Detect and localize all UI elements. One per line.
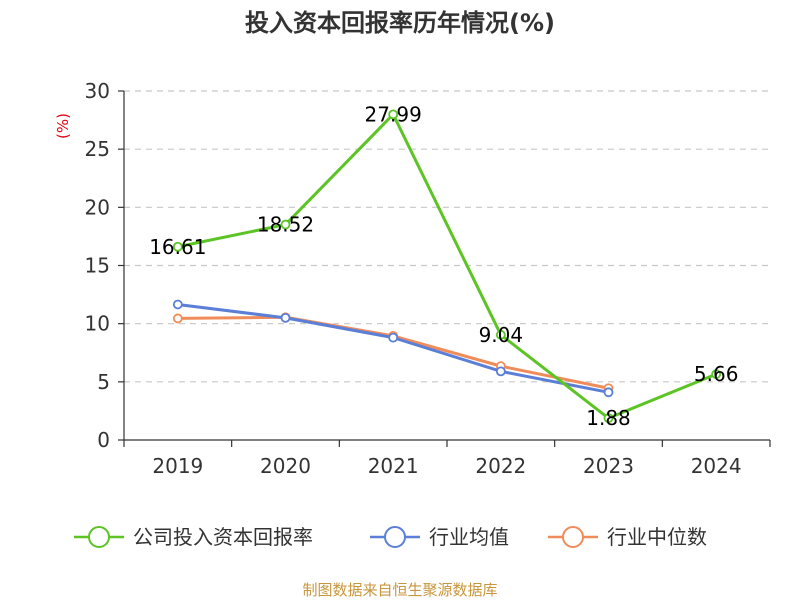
data-point bbox=[280, 312, 291, 323]
data-label: 1.88 bbox=[586, 406, 631, 430]
data-point bbox=[603, 413, 614, 424]
data-label: 16.61 bbox=[149, 235, 206, 259]
y-tick-label: 10 bbox=[85, 312, 110, 336]
data-point bbox=[172, 313, 183, 324]
y-tick-label: 5 bbox=[97, 370, 110, 394]
legend-marker bbox=[562, 526, 584, 548]
legend-label: 行业中位数 bbox=[607, 525, 707, 549]
legend[interactable]: 公司投入资本回报率 行业均值 行业中位数 bbox=[74, 525, 707, 549]
data-point bbox=[172, 241, 183, 252]
legend-marker bbox=[88, 526, 110, 548]
legend-item[interactable]: 行业均值 bbox=[370, 525, 509, 549]
data-point bbox=[280, 219, 291, 230]
data-point bbox=[172, 299, 183, 310]
data-point bbox=[495, 329, 506, 340]
series-layer bbox=[172, 109, 722, 424]
data-point bbox=[495, 366, 506, 377]
data-point bbox=[711, 369, 722, 380]
series-line bbox=[177, 315, 609, 390]
legend-label: 行业均值 bbox=[429, 525, 509, 549]
data-label: 9.04 bbox=[479, 323, 524, 347]
data-label: 27.99 bbox=[365, 102, 422, 126]
data-point bbox=[603, 387, 614, 398]
x-tick-label: 2023 bbox=[583, 454, 634, 478]
data-point bbox=[388, 109, 399, 120]
y-tick-label: 20 bbox=[85, 195, 110, 219]
data-label: 5.66 bbox=[694, 362, 739, 386]
series-line bbox=[177, 112, 717, 420]
data-labels: 16.61 18.52 27.99 9.04 1.88 5.66 bbox=[149, 102, 738, 430]
y-tick-label: 30 bbox=[85, 79, 110, 103]
x-tick-label: 2020 bbox=[260, 454, 311, 478]
y-axis-label: (%) bbox=[54, 113, 72, 139]
legend-marker bbox=[384, 526, 406, 548]
y-tick-label: 15 bbox=[85, 254, 110, 278]
legend-item[interactable]: 公司投入资本回报率 bbox=[74, 525, 313, 549]
data-label: 18.52 bbox=[257, 213, 314, 237]
chart-title: 投入资本回报率历年情况(%) bbox=[245, 9, 555, 37]
legend-label: 公司投入资本回报率 bbox=[133, 525, 313, 549]
y-tick-label: 0 bbox=[97, 428, 110, 452]
axes: 0 5 10 15 20 25 30 2019 2020 2021 2022 2023 2024 bbox=[85, 79, 771, 478]
x-tick-label: 2021 bbox=[368, 454, 419, 478]
x-tick-label: 2024 bbox=[691, 454, 742, 478]
grid-lines bbox=[124, 90, 770, 383]
x-tick-label: 2019 bbox=[152, 454, 203, 478]
source-note: 制图数据来自恒生聚源数据库 bbox=[302, 581, 497, 599]
x-tick-label: 2022 bbox=[475, 454, 526, 478]
legend-item[interactable]: 行业中位数 bbox=[548, 525, 707, 549]
data-point bbox=[388, 332, 399, 343]
y-tick-label: 25 bbox=[85, 137, 110, 161]
